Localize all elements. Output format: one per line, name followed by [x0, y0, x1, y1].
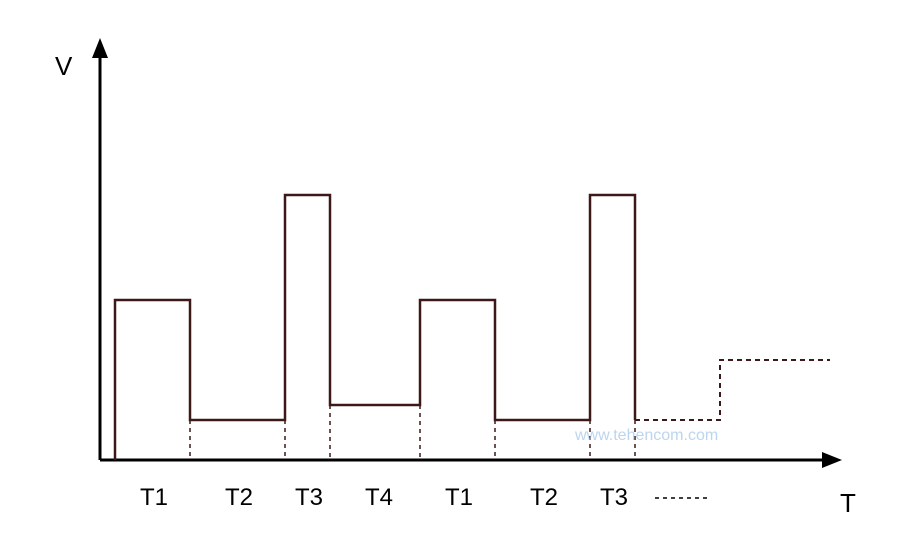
waveform-dashed: [635, 360, 830, 420]
x-tick-label: T4: [365, 484, 393, 511]
y-axis-label: V: [55, 51, 73, 81]
waveform-chart: V T www.tehencom.com T1 T2 T3 T4 T1 T2 T3: [20, 20, 880, 530]
x-tick-label: T2: [225, 484, 253, 511]
y-axis-arrow: [92, 38, 108, 58]
x-tick-label: T1: [445, 484, 473, 511]
vertical-guides: [190, 405, 635, 460]
x-tick-label: T3: [600, 484, 628, 511]
x-tick-labels: T1 T2 T3 T4 T1 T2 T3: [140, 484, 628, 511]
x-tick-label: T1: [140, 484, 168, 511]
x-tick-label: T2: [530, 484, 558, 511]
chart-svg: V T www.tehencom.com T1 T2 T3 T4 T1 T2 T3: [20, 20, 880, 530]
waveform-solid: [115, 195, 635, 460]
watermark-text: www.tehencom.com: [574, 427, 718, 444]
x-axis-label: T: [840, 488, 856, 518]
x-tick-label: T3: [295, 484, 323, 511]
x-axis-arrow: [822, 452, 842, 468]
